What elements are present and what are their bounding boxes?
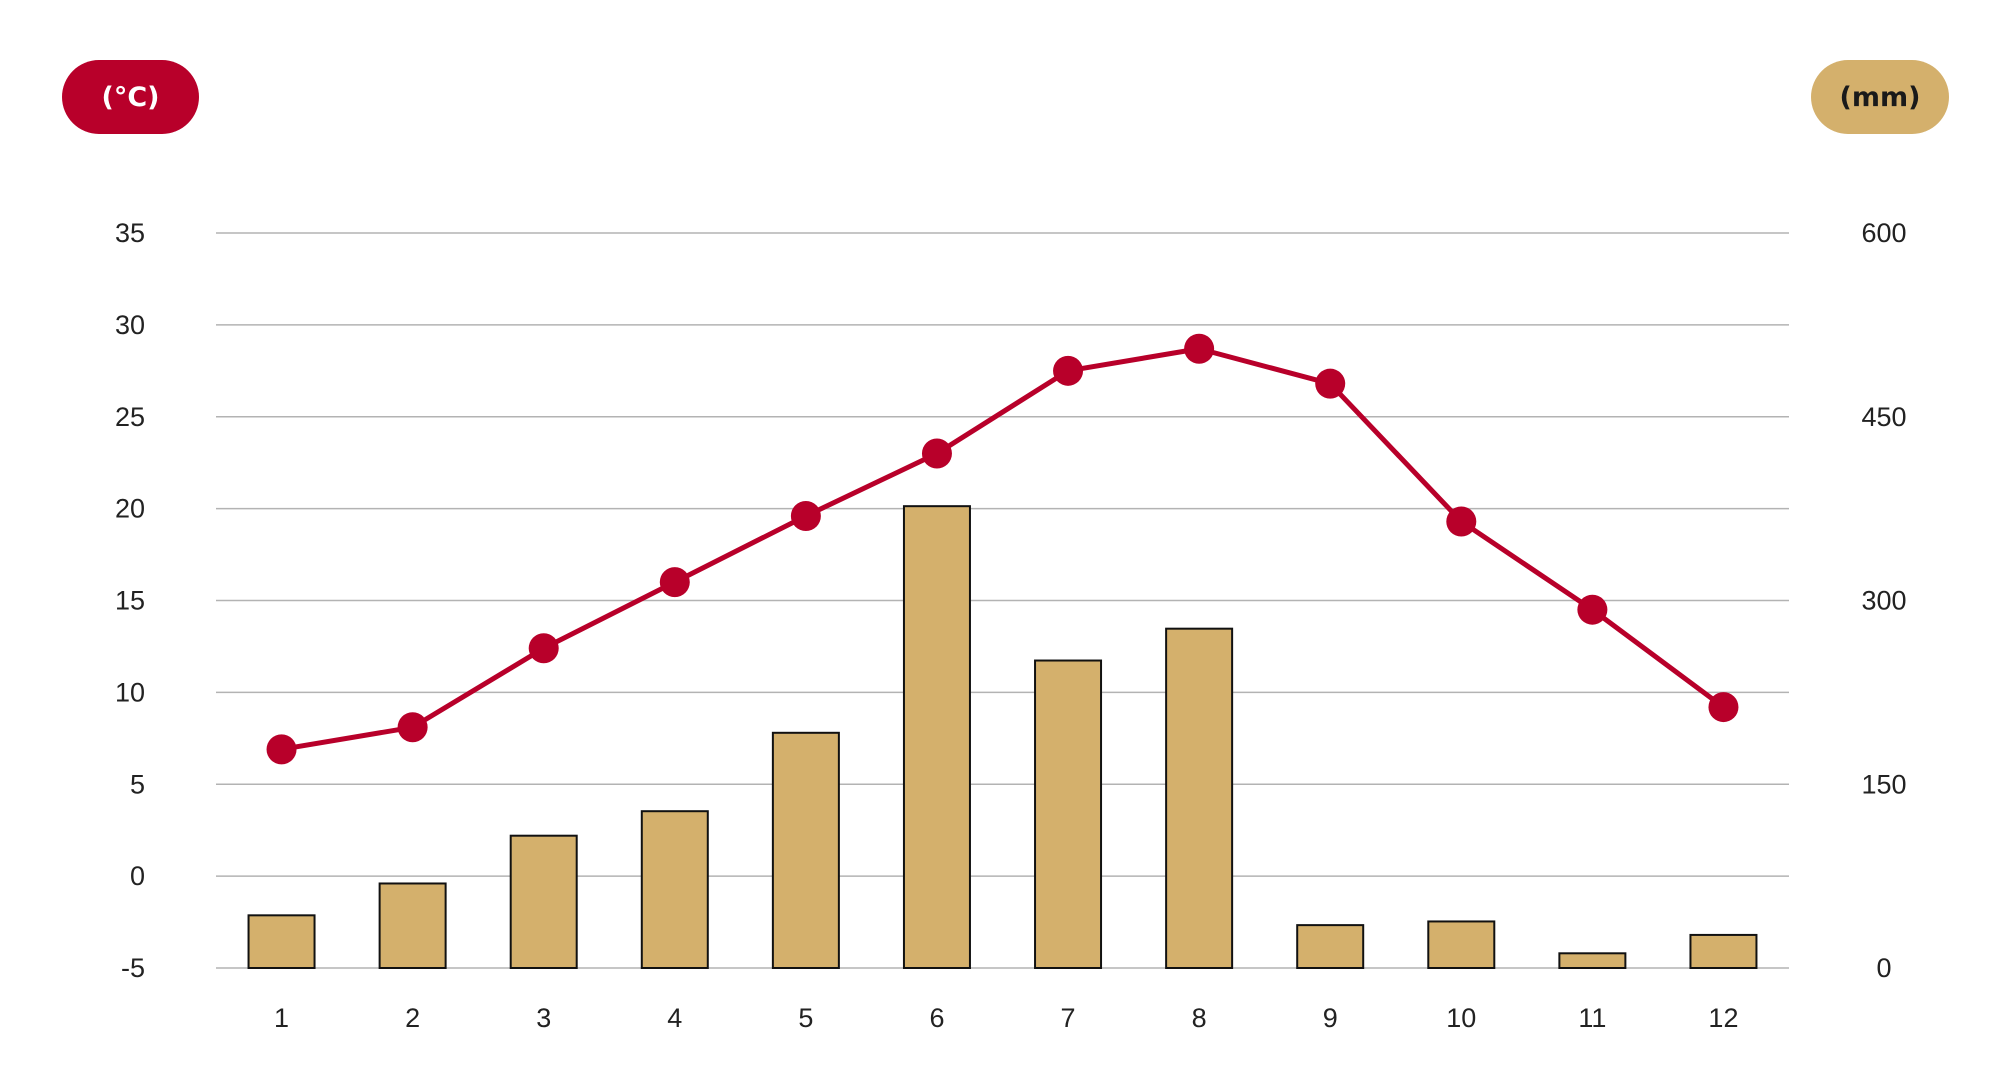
temperature-point [266, 734, 297, 765]
left-tick-label: 15 [115, 586, 145, 616]
precipitation-bar [1296, 924, 1365, 969]
temperature-point [790, 500, 821, 531]
x-tick-label: 7 [1061, 1003, 1076, 1033]
left-axis-ticks: 35 30 25 20 15 10 5 0 -5 [115, 218, 145, 983]
left-tick-label: 10 [115, 677, 145, 707]
left-tick-label: 5 [130, 769, 145, 799]
temperature-point [528, 633, 559, 664]
temperature-series [266, 333, 1739, 765]
left-tick-label: 25 [115, 402, 145, 432]
right-tick-label: 600 [1861, 218, 1906, 248]
left-tick-label: 30 [115, 310, 145, 340]
right-tick-label: 300 [1861, 586, 1906, 616]
temperature-point [397, 712, 428, 743]
right-tick-label: 0 [1876, 953, 1891, 983]
precipitation-bar [902, 505, 971, 969]
temperature-point [1446, 506, 1477, 537]
x-tick-label: 4 [667, 1003, 682, 1033]
temperature-point [1708, 692, 1739, 723]
temperature-unit-label: (°C) [101, 81, 160, 113]
temperature-line [281, 346, 1725, 752]
x-tick-label: 12 [1708, 1003, 1738, 1033]
temperature-point [921, 438, 952, 469]
precipitation-bar [247, 914, 316, 970]
x-tick-label: 5 [798, 1003, 813, 1033]
right-tick-label: 450 [1861, 402, 1906, 432]
x-tick-label: 1 [274, 1003, 289, 1033]
right-tick-label: 150 [1861, 769, 1906, 799]
precipitation-bar [509, 834, 578, 970]
x-tick-label: 6 [929, 1003, 944, 1033]
precipitation-unit-badge: (mm) [1811, 60, 1949, 134]
x-tick-label: 11 [1578, 1003, 1606, 1033]
temperature-point [1577, 594, 1608, 625]
precipitation-bars [247, 505, 1758, 970]
x-tick-label: 9 [1323, 1003, 1338, 1033]
precipitation-bar [1689, 933, 1758, 969]
temperature-point [659, 567, 690, 598]
precipitation-bar [1558, 952, 1627, 969]
temperature-point [1315, 368, 1346, 399]
left-tick-label: 35 [115, 218, 145, 248]
precipitation-unit-label: (mm) [1839, 81, 1921, 113]
precipitation-bar [771, 731, 840, 969]
precipitation-bar [378, 882, 447, 969]
x-tick-label: 2 [405, 1003, 420, 1033]
temperature-point [1184, 333, 1215, 364]
x-axis-ticks: 1 2 3 4 5 6 7 8 9 10 11 12 [274, 1003, 1738, 1033]
right-axis-ticks: 600 450 300 150 0 [1861, 218, 1906, 983]
left-tick-label: 20 [115, 494, 145, 524]
precipitation-bar [1034, 659, 1103, 970]
x-tick-label: 3 [536, 1003, 551, 1033]
x-tick-label: 10 [1446, 1003, 1476, 1033]
gridlines [216, 232, 1789, 969]
temperature-point [1053, 355, 1084, 386]
precipitation-bar [1427, 920, 1496, 970]
temperature-unit-badge: (°C) [62, 60, 199, 134]
x-tick-label: 8 [1192, 1003, 1207, 1033]
left-tick-label: 0 [130, 861, 145, 891]
precipitation-bar [640, 810, 709, 970]
left-tick-label: -5 [121, 953, 145, 983]
precipitation-bar [1165, 627, 1234, 969]
